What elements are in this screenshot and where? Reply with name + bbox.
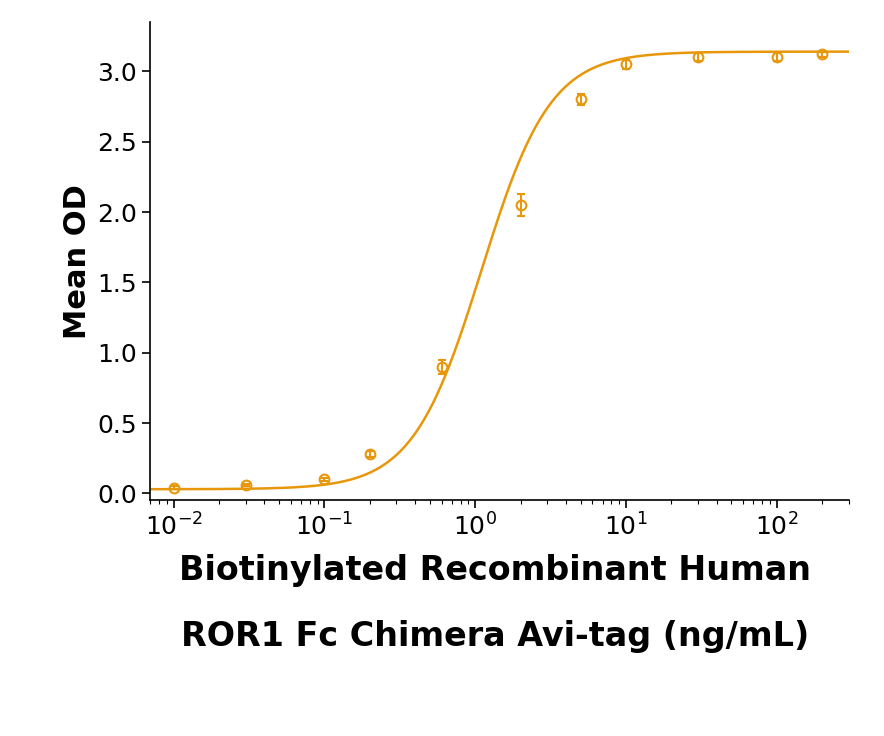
Text: ROR1 Fc Chimera Avi-tag (ng/mL): ROR1 Fc Chimera Avi-tag (ng/mL): [181, 620, 809, 653]
Y-axis label: Mean OD: Mean OD: [63, 184, 92, 339]
Text: Biotinylated Recombinant Human: Biotinylated Recombinant Human: [179, 554, 811, 587]
